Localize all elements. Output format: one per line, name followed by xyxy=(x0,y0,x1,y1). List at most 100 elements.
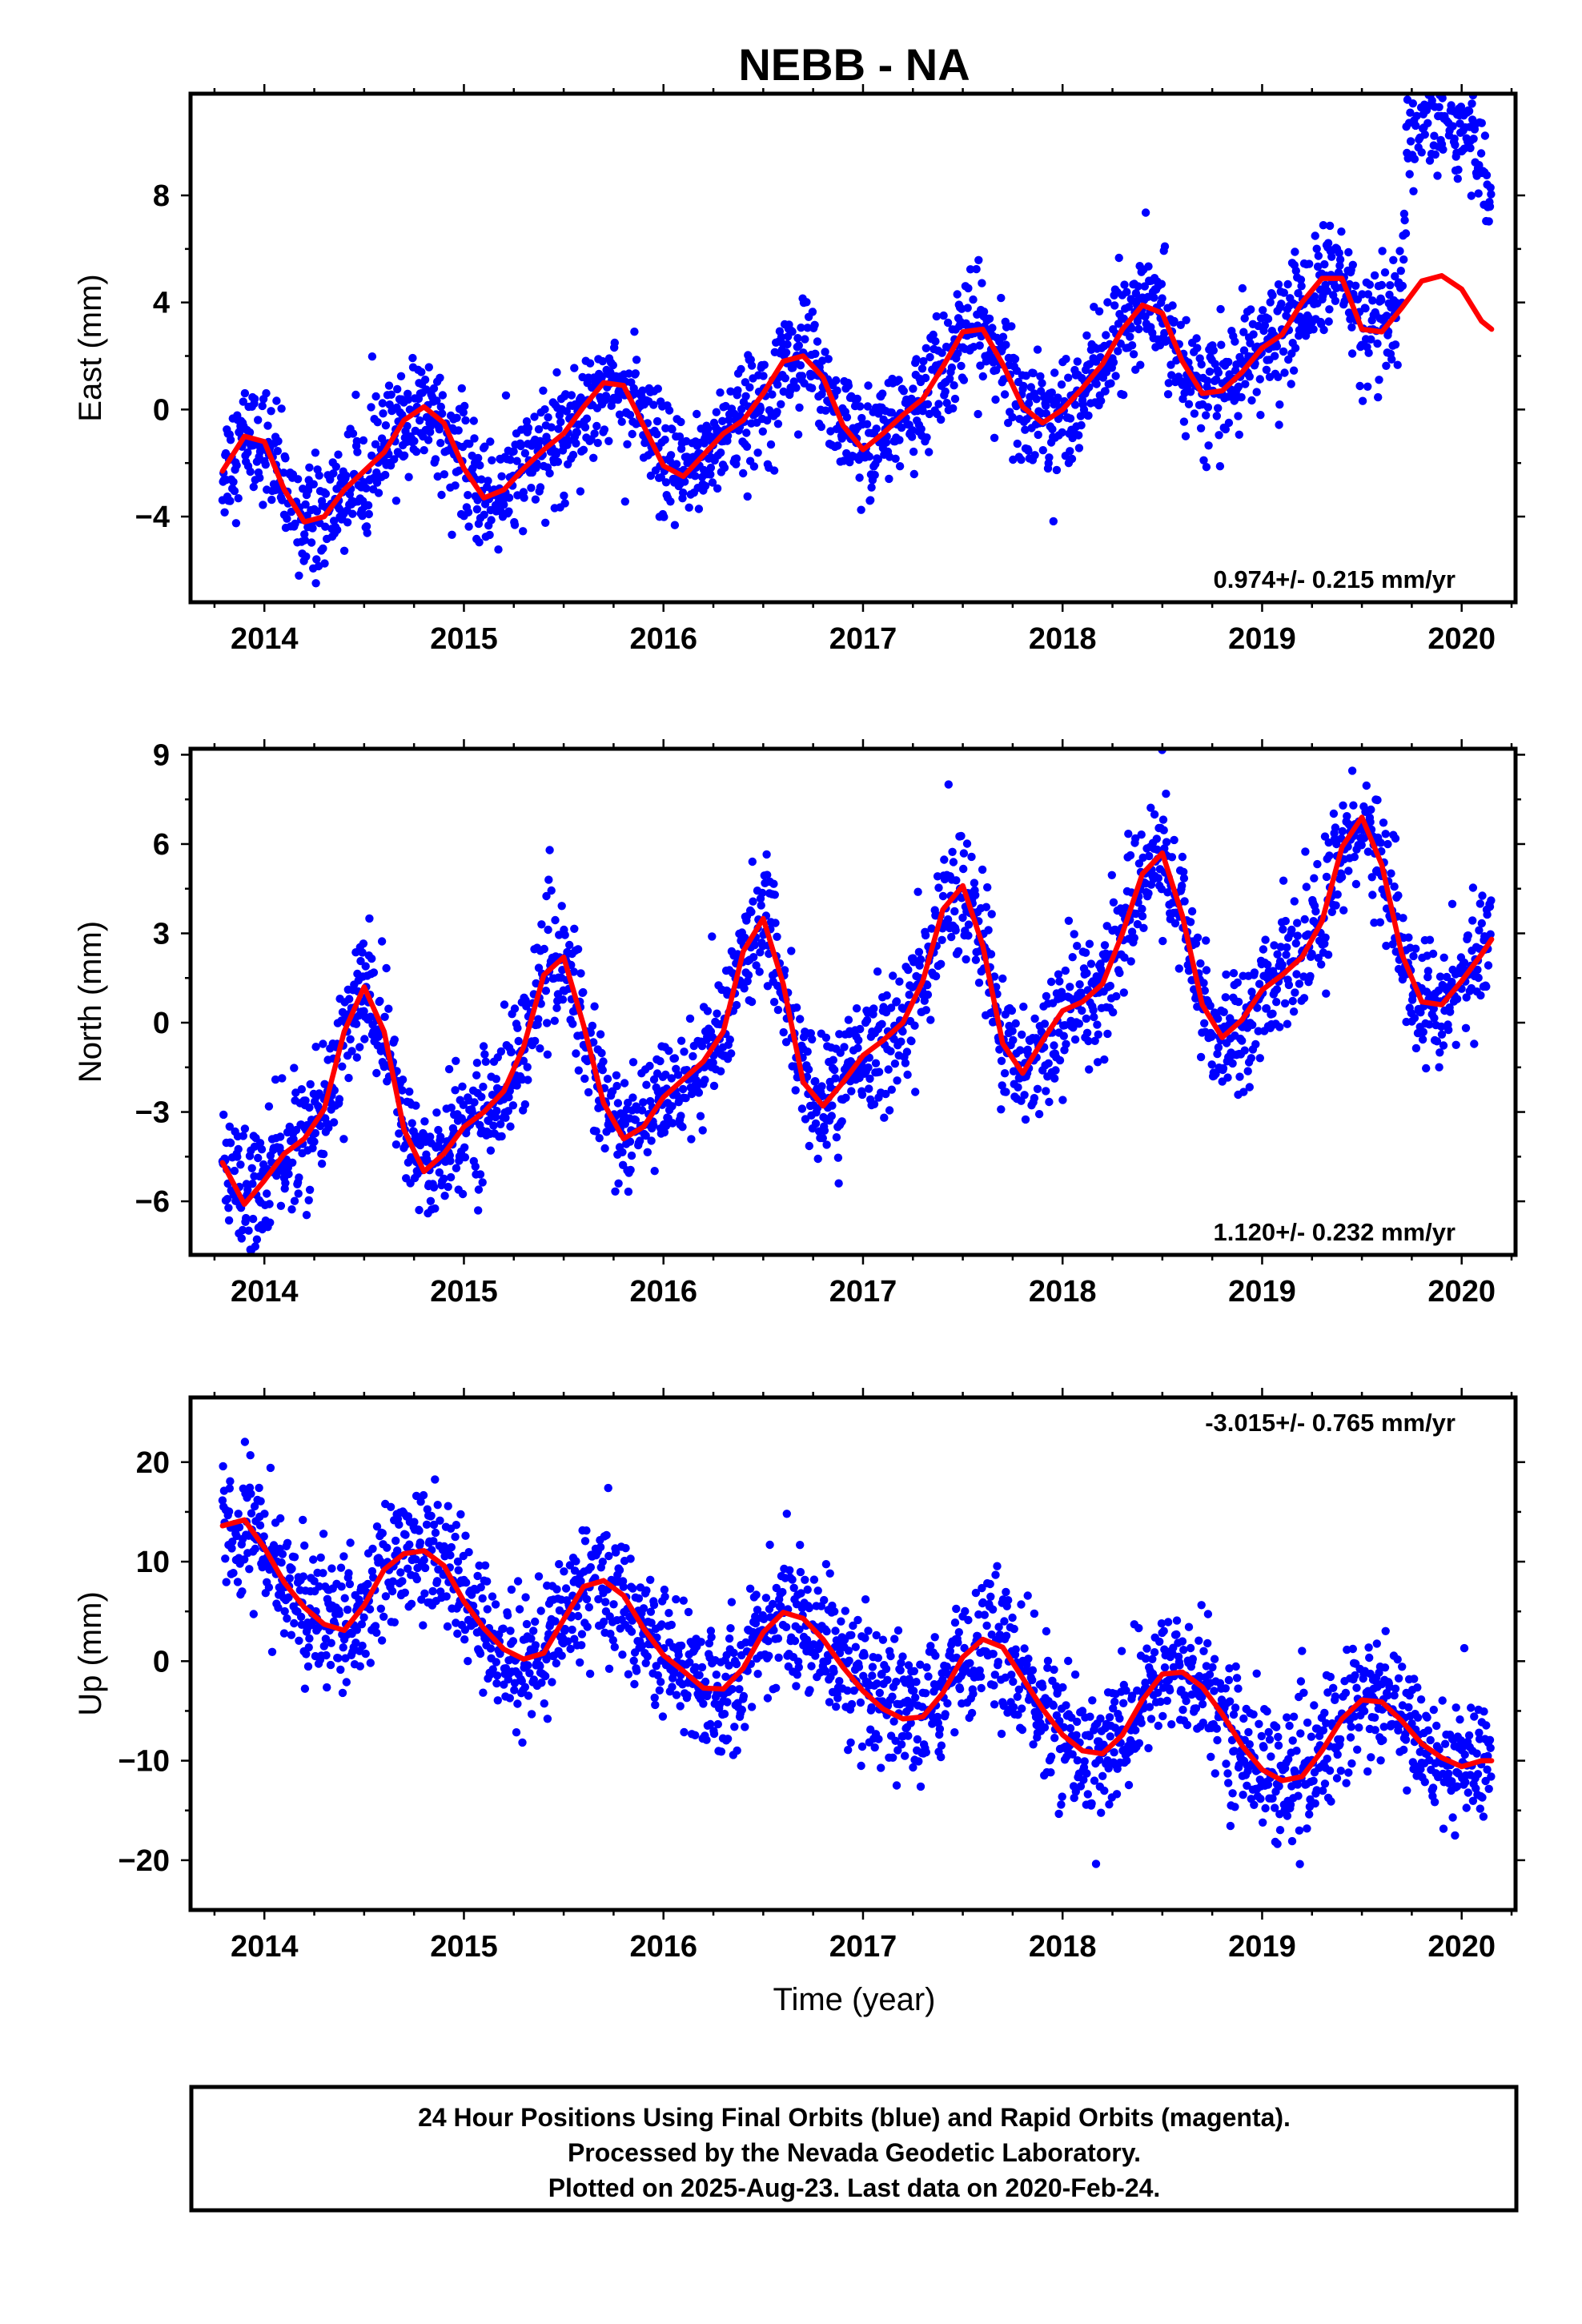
north-point xyxy=(971,955,981,964)
east-point xyxy=(1399,255,1408,264)
north-point xyxy=(628,1093,637,1102)
north-point xyxy=(1037,1027,1046,1036)
north-point xyxy=(584,1088,593,1097)
north-point xyxy=(947,932,956,942)
up-point xyxy=(250,1502,259,1511)
east-point xyxy=(403,421,412,431)
north-point xyxy=(1084,1036,1093,1046)
up-point xyxy=(507,1585,516,1594)
up-point xyxy=(371,1622,380,1630)
north-point xyxy=(1464,931,1473,940)
north-point xyxy=(877,1019,886,1029)
north-point xyxy=(458,1082,467,1092)
up-point xyxy=(537,1679,546,1687)
east-point xyxy=(923,400,933,408)
up-point xyxy=(259,1532,268,1541)
up-point xyxy=(359,1613,368,1622)
east-point xyxy=(817,390,826,399)
east-point xyxy=(405,405,415,414)
north-point xyxy=(865,1084,873,1093)
east-point xyxy=(494,545,503,554)
east-point xyxy=(985,314,994,324)
east-point xyxy=(1331,296,1340,305)
up-point xyxy=(506,1626,515,1635)
up-point xyxy=(326,1660,335,1670)
east-point xyxy=(1377,296,1386,305)
east-point xyxy=(424,436,433,444)
north-point xyxy=(890,1059,900,1068)
east-point xyxy=(363,501,373,510)
north-point xyxy=(1470,1039,1479,1048)
east-point xyxy=(301,500,310,509)
north-point xyxy=(1153,845,1162,854)
north-point xyxy=(395,1129,404,1138)
east-point xyxy=(865,452,874,461)
east-point xyxy=(661,435,669,444)
east-point xyxy=(585,359,595,368)
east-point xyxy=(745,383,754,392)
east-point xyxy=(1469,135,1478,143)
north-point xyxy=(1186,918,1195,927)
north-point xyxy=(223,1195,232,1204)
north-point xyxy=(613,1099,623,1108)
up-point xyxy=(429,1537,438,1546)
north-point xyxy=(769,879,778,888)
up-point xyxy=(518,1738,527,1747)
north-point xyxy=(770,891,779,899)
north-point xyxy=(882,991,891,1000)
north-point xyxy=(1338,826,1347,836)
east-point xyxy=(600,425,609,434)
north-point xyxy=(1425,1020,1434,1029)
north-point xyxy=(240,1124,250,1133)
east-point xyxy=(793,430,803,439)
east-point xyxy=(1010,355,1020,364)
north-point xyxy=(233,1152,242,1161)
north-point xyxy=(595,1134,604,1143)
north-point xyxy=(1200,1019,1209,1028)
east-point xyxy=(1057,380,1066,389)
east-point xyxy=(1017,455,1026,464)
north-point xyxy=(637,1106,647,1115)
north-point xyxy=(796,1015,805,1023)
east-point xyxy=(1389,255,1398,264)
north-point xyxy=(856,1024,865,1034)
north-point xyxy=(1008,1027,1017,1035)
up-point xyxy=(431,1528,440,1538)
east-point xyxy=(410,436,419,445)
east-point xyxy=(975,341,984,350)
up-point xyxy=(447,1542,456,1552)
east-point xyxy=(1050,368,1059,377)
east-point xyxy=(1013,439,1022,448)
north-point xyxy=(862,1015,872,1025)
north-point xyxy=(289,1135,298,1144)
east-point xyxy=(404,472,413,481)
east-point xyxy=(1385,290,1394,300)
east-point xyxy=(547,423,556,432)
north-point xyxy=(1178,852,1187,862)
east-point xyxy=(803,324,812,332)
north-point xyxy=(440,1192,449,1200)
north-point xyxy=(366,1012,375,1021)
up-point xyxy=(256,1497,265,1506)
east-point xyxy=(1425,156,1435,165)
east-point xyxy=(552,449,560,459)
up-point xyxy=(221,1554,230,1563)
north-point xyxy=(962,839,972,848)
east-point xyxy=(329,517,339,525)
up-point xyxy=(376,1604,385,1614)
north-point xyxy=(1126,850,1135,860)
up-point xyxy=(452,1521,461,1530)
east-point xyxy=(661,478,671,487)
north-point xyxy=(1446,1007,1455,1016)
north-point xyxy=(1082,1014,1091,1023)
north-point xyxy=(599,1057,608,1066)
up-point xyxy=(527,1710,536,1719)
north-point xyxy=(1411,1043,1421,1053)
north-point xyxy=(234,1144,243,1154)
north-point xyxy=(708,932,717,941)
east-point xyxy=(1323,239,1333,247)
north-point xyxy=(950,907,959,916)
north-point xyxy=(880,1113,889,1122)
east-point xyxy=(1193,344,1202,352)
up-point xyxy=(512,1728,521,1737)
